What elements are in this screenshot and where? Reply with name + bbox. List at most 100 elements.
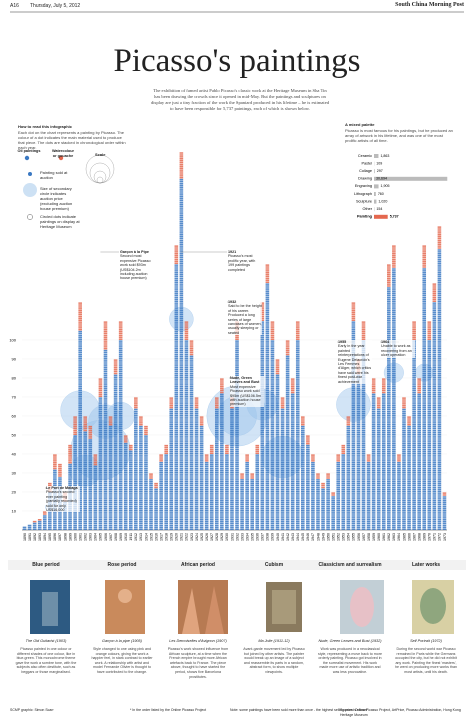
x-tick-label: 1909 [119, 533, 123, 541]
x-tick-label: 1900 [73, 533, 77, 541]
bar-category: Ceramic [358, 154, 372, 158]
x-tick-label: 1970 [428, 533, 432, 541]
x-tick-label: 1924 [195, 533, 199, 541]
x-tick-label: 1895 [48, 533, 52, 541]
period-name: Later works [390, 563, 462, 568]
x-tick-label: 1940 [276, 533, 280, 541]
x-tick-label: 1905 [99, 533, 103, 541]
legend-label: Oil paintings [16, 149, 42, 154]
bar [374, 215, 388, 219]
x-tick-label: 1972 [438, 533, 442, 541]
x-tick-label: 1901 [78, 533, 82, 541]
x-tick-label: 1919 [170, 533, 174, 541]
x-tick-label: 1934 [245, 533, 249, 541]
x-tick-label: 1907 [109, 533, 113, 541]
bar [374, 184, 379, 188]
x-tick-label: 1917 [159, 533, 163, 541]
thumb-later-face [420, 588, 446, 624]
howto-heading: How to read this infographic [18, 124, 72, 129]
bar-value-label: 297 [377, 169, 383, 173]
x-tick-label: 1932 [235, 533, 239, 541]
y-tick-label: 80 [12, 375, 17, 380]
x-tick-label: 1930 [225, 533, 229, 541]
period-name: Rose period [86, 563, 158, 568]
x-tick-label: 1923 [190, 533, 194, 541]
x-tick-label: 1963 [392, 533, 396, 541]
palette-text: Picasso is most famous for his paintings… [345, 128, 455, 143]
thumb-blue-figure [42, 592, 58, 626]
annotation-text: Picasso's most prolific year, with 199 p… [228, 254, 262, 272]
x-tick-label: 1942 [286, 533, 290, 541]
x-tick-label: 1899 [68, 533, 72, 541]
x-tick-label: 1922 [185, 533, 189, 541]
sold-label: Painting sold at auction [40, 170, 76, 180]
period-text: Style changed to one using pink and oran… [90, 647, 154, 675]
x-tick-label: 1902 [84, 533, 88, 541]
x-tick-label: 1950 [326, 533, 330, 541]
x-tick-label: 1928 [215, 533, 219, 541]
annotation-text: Unable to work as recovering from an ulc… [381, 344, 415, 357]
period-caption: Garçon à la pipe (1905) [86, 639, 158, 644]
circled-label: Circled dots indicate paintings on displ… [40, 214, 80, 229]
bar-category: Collage [359, 169, 372, 173]
x-tick-label: 1937 [261, 533, 265, 541]
x-tick-label: 1949 [321, 533, 325, 541]
bar-category: Lithograph [354, 192, 372, 196]
x-tick-label: 1897 [58, 533, 62, 541]
x-tick-label: 1965 [402, 533, 406, 541]
x-tick-label: 1926 [205, 533, 209, 541]
annotation-title: Nude, Green Leaves and Bust [230, 376, 264, 385]
x-tick-label: 1913 [139, 533, 143, 541]
y-tick-label: 70 [12, 394, 17, 399]
period-text: Picasso's work showed influence from Afr… [166, 647, 230, 679]
legend-sold [28, 172, 32, 176]
period-text: Picasso painted in one colour or differe… [14, 647, 78, 675]
x-tick-label: 1945 [301, 533, 305, 541]
bar [374, 192, 376, 196]
bar-category: Engraving [355, 184, 372, 188]
x-tick-label: 1936 [256, 533, 260, 541]
x-tick-label: 1915 [149, 533, 153, 541]
masthead: South China Morning Post [395, 3, 464, 8]
y-tick-label: 20 [12, 489, 17, 494]
x-tick-label: 1952 [337, 533, 341, 541]
x-tick-label: 1933 [240, 533, 244, 541]
x-tick-label: 1916 [154, 533, 158, 541]
x-tick-label: 1966 [407, 533, 411, 541]
credit: SCMP graphic: Simon Scarr [10, 708, 54, 713]
order-note: * In the order listed by the Online Pica… [130, 708, 206, 713]
scale-label: Scale [95, 152, 105, 157]
scale-circle [86, 155, 114, 183]
bar [374, 200, 376, 204]
x-tick-label: 1920 [175, 533, 179, 541]
bar-value-label: 760 [378, 192, 384, 196]
x-tick-label: 1973 [443, 533, 447, 541]
period-name: African period [162, 563, 234, 568]
bar-category: Other [363, 207, 373, 211]
howto-text: Each dot on the chart represents a paint… [18, 130, 128, 150]
x-tick-label: 1946 [306, 533, 310, 541]
x-tick-label: 1892 [33, 533, 37, 541]
x-tick-label: 1957 [362, 533, 366, 541]
legend-label: Watercolour or gouache [50, 149, 76, 159]
annotation-text: Most expensive Picasso work sold $95m (U… [230, 385, 264, 407]
x-tick-label: 1955 [352, 533, 356, 541]
period-text: Avant-garde movement led by Picasso but … [242, 647, 306, 675]
thumb-rose-face [118, 589, 132, 603]
palette-heading: A mixed palette [345, 122, 374, 127]
bar-value-label: 1,905 [381, 184, 390, 188]
thumb-cubism-inner [272, 590, 296, 624]
period-caption: Ma Jolie (1911-12) [238, 639, 310, 644]
scale-circle [97, 177, 103, 183]
y-tick-label: 60 [12, 413, 17, 418]
bar-value-label: 30,694 [376, 177, 387, 181]
period-text: During the second world war Picasso rema… [394, 647, 458, 675]
x-tick-label: 1890 [23, 533, 27, 541]
intro: The exhibition of famed artist Pablo Pic… [150, 88, 330, 112]
x-tick-label: 1971 [433, 533, 437, 541]
